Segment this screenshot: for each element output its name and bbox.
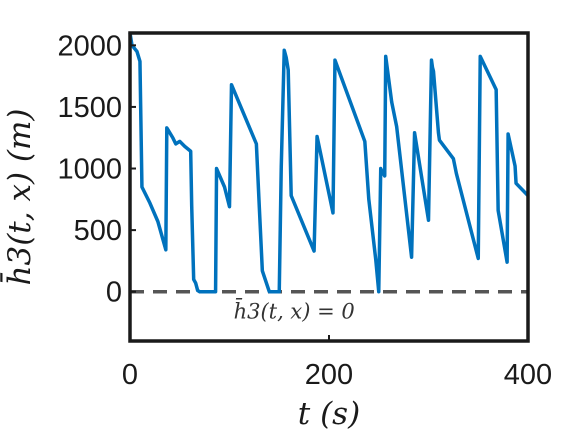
x-tick-label: 400 <box>504 359 552 391</box>
y-tick-label: 1000 <box>57 154 122 186</box>
y-tick-label: 1500 <box>57 92 122 124</box>
y-tick-label: 0 <box>106 277 122 309</box>
x-tick-label: 200 <box>305 359 353 391</box>
y-tick-label: 2000 <box>57 30 122 62</box>
series-line <box>128 32 530 294</box>
y-axis-label: h̄3(t, x) (m) <box>0 109 38 286</box>
ticks-layer: 0 200 400 0 500 1000 1500 2000 <box>57 30 552 391</box>
x-axis-label: t (s) <box>298 396 360 432</box>
x-tick-label: 0 <box>122 359 138 391</box>
zero-line-annotation: h̄3(t, x) = 0 <box>234 298 355 324</box>
y-tick-label: 500 <box>74 215 122 247</box>
